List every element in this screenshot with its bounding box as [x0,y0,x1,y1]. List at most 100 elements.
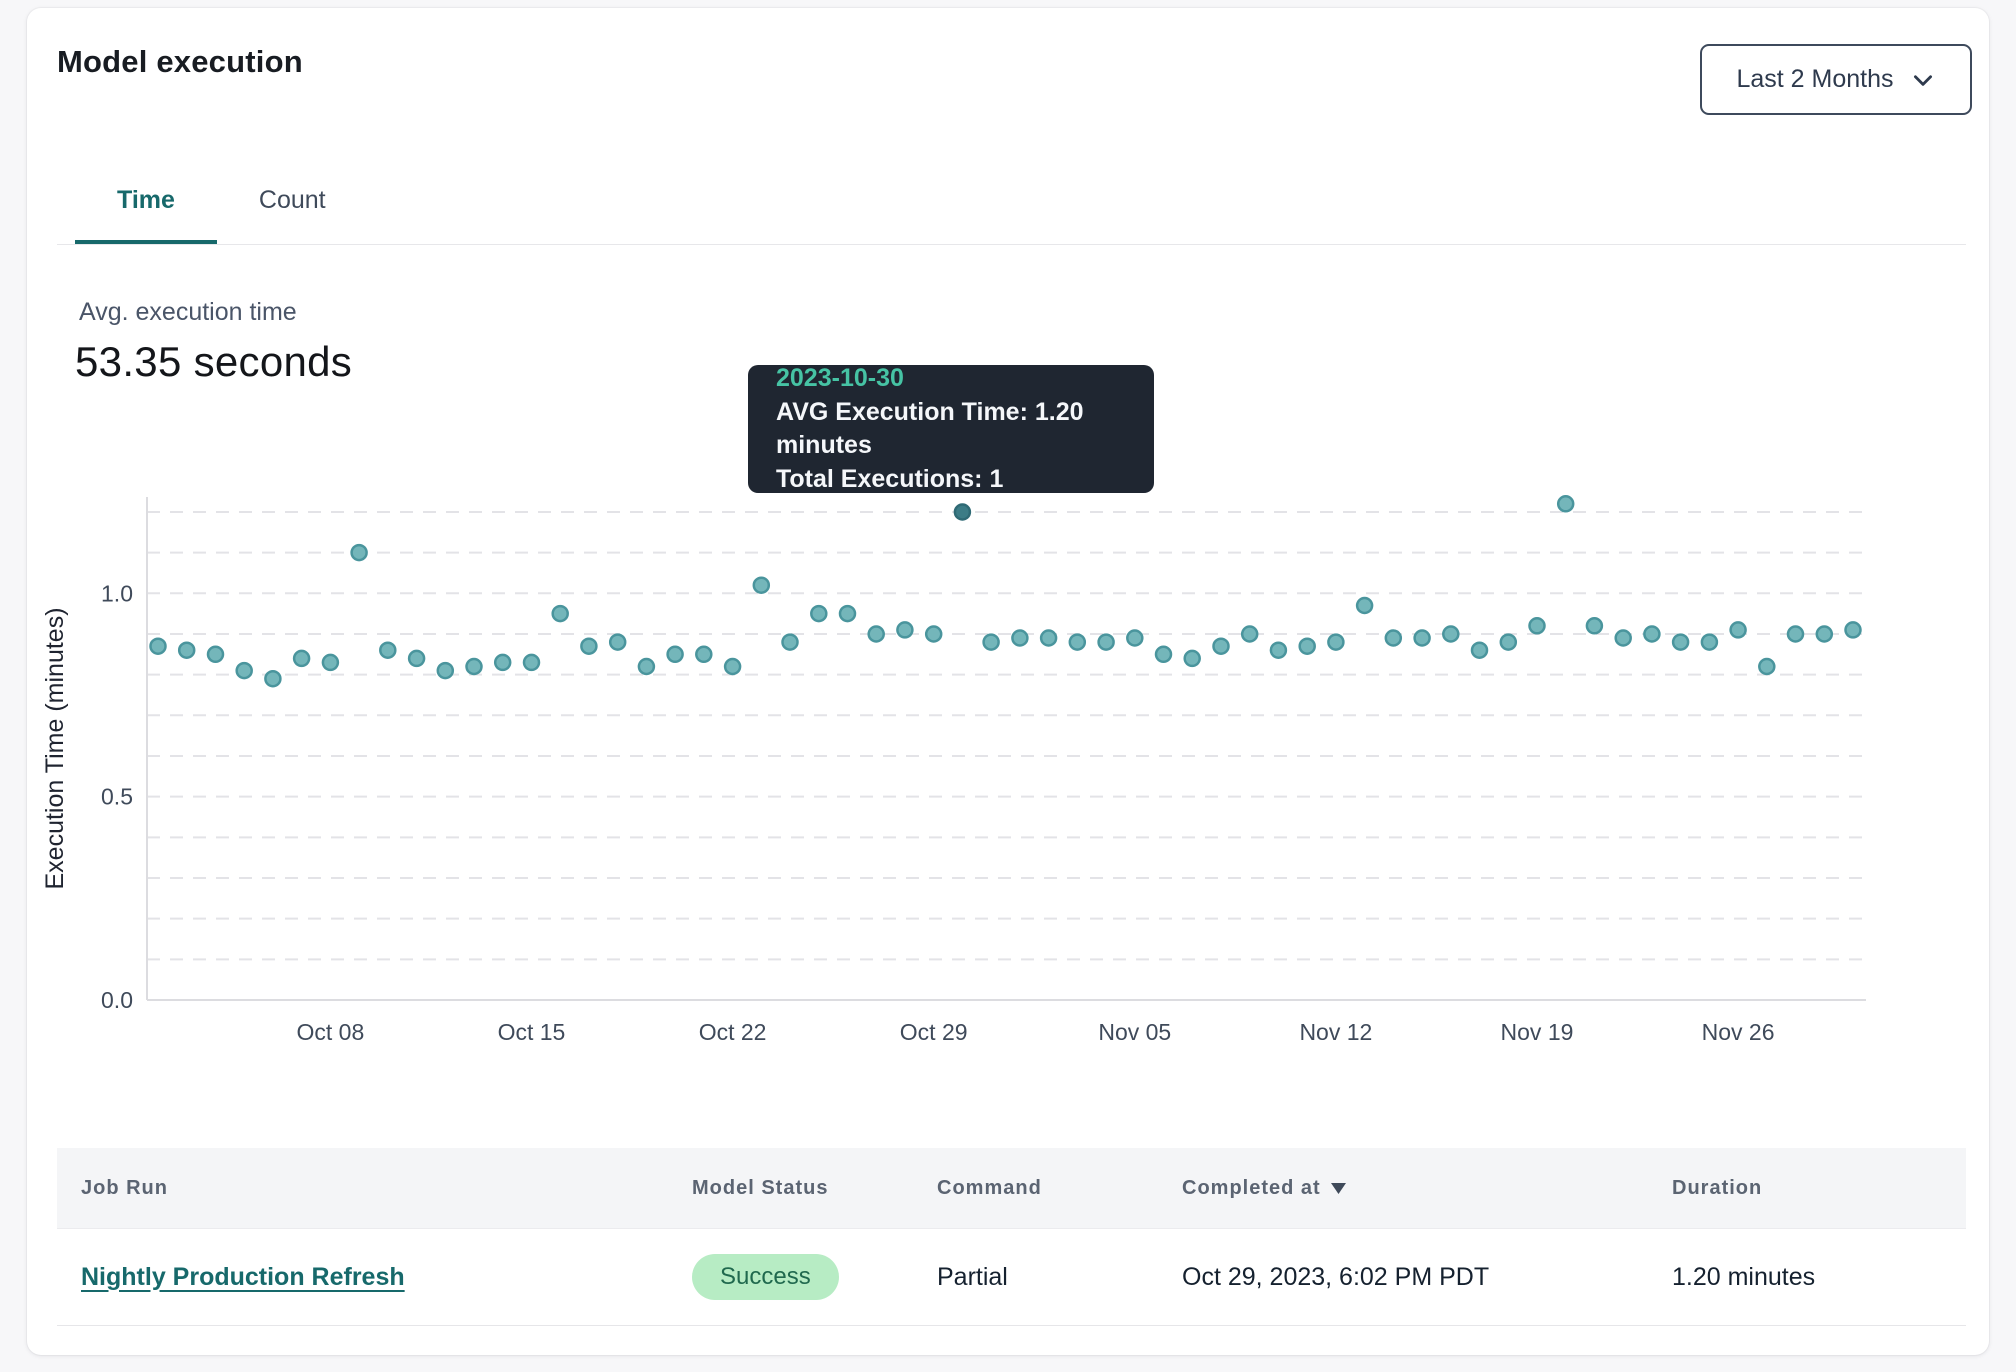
data-point[interactable] [752,576,771,594]
data-point[interactable] [551,604,569,623]
avg-execution-time-value: 53.35 seconds [75,338,353,385]
data-point[interactable] [781,633,799,651]
y-tick-label: 0.5 [101,784,133,810]
data-point[interactable] [1384,629,1403,647]
avg-execution-time-label: Avg. execution time [79,298,297,326]
y-tick-label: 0.0 [101,987,133,1013]
data-point[interactable] [436,661,455,680]
data-point[interactable] [1643,625,1661,643]
data-point[interactable] [723,657,742,676]
page-title: Model execution [57,44,303,79]
data-point[interactable] [1614,629,1632,647]
data-point[interactable] [1729,621,1747,639]
data-point[interactable] [1183,649,1201,668]
chart-tooltip: 2023-10-30 AVG Execution Time: 1.20 minu… [748,364,1154,493]
data-point[interactable] [810,604,828,623]
data-point[interactable] [149,637,167,655]
tab-time[interactable]: Time [75,160,217,244]
data-point[interactable] [292,649,311,668]
table-row: Nightly Production Refresh Success Parti… [57,1229,1966,1326]
data-point[interactable] [1154,645,1173,664]
command-cell: Partial [937,1262,1008,1291]
data-point[interactable] [666,645,684,664]
data-point[interactable] [982,633,1000,651]
x-tick-label: Nov 19 [1501,1019,1574,1045]
data-point[interactable] [924,625,943,643]
column-header-command[interactable]: Command [937,1176,1042,1199]
column-header-job-run[interactable]: Job Run [81,1176,168,1199]
data-point[interactable] [1240,625,1259,643]
data-point[interactable] [1355,596,1374,615]
data-point[interactable] [608,633,627,651]
data-point[interactable] [1442,625,1460,643]
chevron-down-icon [1910,67,1936,93]
data-point[interactable] [637,657,656,676]
data-point[interactable] [1126,629,1144,647]
data-point[interactable] [1298,637,1316,655]
data-point[interactable] [206,645,225,664]
data-point[interactable] [522,653,541,672]
data-point[interactable] [379,641,397,659]
duration-cell: 1.20 minutes [1672,1262,1816,1291]
tooltip-total-executions: Total Executions: 1 [776,465,1004,493]
x-tick-label: Nov 12 [1299,1019,1372,1045]
data-point[interactable] [867,625,885,643]
data-point[interactable] [1786,625,1805,643]
y-tick-label: 1.0 [101,580,133,606]
data-point[interactable] [1758,657,1776,676]
data-point[interactable] [235,661,253,680]
data-point[interactable] [350,543,368,562]
data-point[interactable] [1097,633,1115,651]
status-badge: Success [692,1254,839,1300]
completed-at-cell: Oct 29, 2023, 6:02 PM PDT [1182,1262,1490,1291]
data-point-highlighted[interactable] [953,503,972,521]
data-point[interactable] [1585,617,1604,635]
column-header-completed-at[interactable]: Completed at [1182,1177,1672,1200]
execution-time-scatter-chart: 0.0 0.5 1.0 Execution Time (minutes) Oct 08 O… [40,430,1990,1050]
table-header: Job Run Model Status Command Completed a… [57,1148,1966,1229]
column-header-duration[interactable]: Duration [1672,1176,1763,1199]
data-point[interactable] [1499,633,1518,651]
data-point[interactable] [1556,495,1575,513]
data-point[interactable] [1212,637,1230,655]
column-header-model-status[interactable]: Model Status [692,1176,829,1199]
data-point[interactable] [1413,629,1431,647]
data-point[interactable] [838,604,857,623]
data-point[interactable] [264,669,282,688]
data-point[interactable] [407,649,426,668]
data-point[interactable] [1671,633,1690,651]
data-point[interactable] [465,657,483,676]
data-point[interactable] [493,653,512,672]
model-execution-card: Model execution Last 2 Months Time Count… [27,8,1989,1355]
data-point[interactable] [1528,617,1546,635]
chart-tabs: Time Count [57,160,1966,245]
data-point[interactable] [1844,621,1862,639]
data-point[interactable] [1700,633,1719,651]
sort-desc-icon [1330,1177,1346,1200]
y-axis-title: Execution Time (minutes) [41,607,69,889]
date-range-dropdown[interactable]: Last 2 Months [1700,44,1972,115]
data-point[interactable] [896,621,914,639]
x-tick-label: Oct 08 [296,1019,364,1045]
x-tick-label: Oct 22 [699,1019,767,1045]
date-range-value: Last 2 Months [1736,65,1894,93]
x-tick-label: Nov 05 [1098,1019,1171,1045]
data-point[interactable] [1068,633,1087,651]
data-point[interactable] [695,645,713,664]
x-tick-label: Oct 29 [900,1019,968,1045]
data-point[interactable] [1470,641,1489,659]
tooltip-avg-execution-time: AVG Execution Time: 1.20 minutes [776,398,1084,459]
job-run-link[interactable]: Nightly Production Refresh [81,1262,405,1291]
data-point[interactable] [1011,629,1029,647]
x-tick-label: Nov 26 [1702,1019,1775,1045]
data-point[interactable] [1039,629,1058,647]
data-point[interactable] [1815,625,1834,643]
data-point[interactable] [580,637,598,655]
tooltip-date: 2023-10-30 [776,364,904,392]
x-tick-label: Oct 15 [498,1019,566,1045]
tab-count[interactable]: Count [258,185,326,214]
data-point[interactable] [1269,641,1288,659]
data-point[interactable] [1327,633,1345,651]
data-point[interactable] [177,641,196,659]
data-point[interactable] [321,653,340,672]
